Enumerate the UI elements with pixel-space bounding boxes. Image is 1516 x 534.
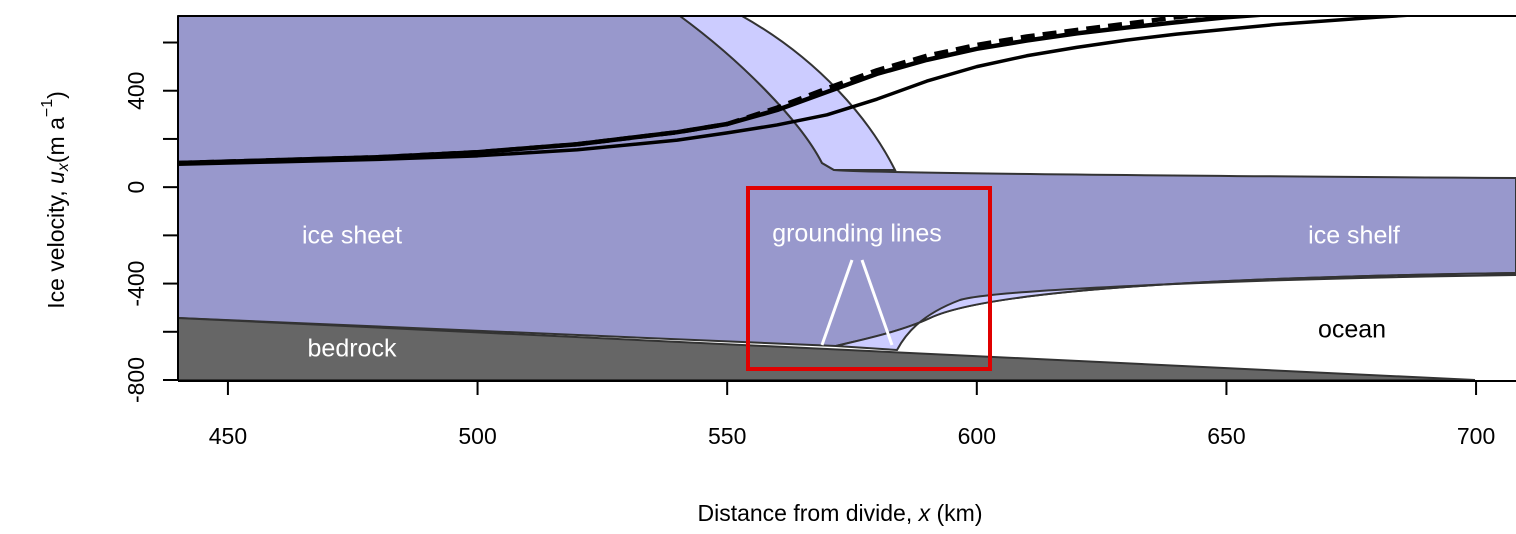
annotation: ocean — [1318, 316, 1386, 344]
y-label-part: x — [55, 162, 72, 172]
y-label-part: u — [43, 171, 69, 184]
x-tick-label: 700 — [1457, 423, 1495, 449]
x-tick-label: 550 — [708, 423, 746, 449]
x-tick-label: 450 — [209, 423, 247, 449]
x-tick-label: 500 — [458, 423, 496, 449]
pointer — [820, 259, 854, 346]
annotation: ice shelf — [1308, 222, 1400, 250]
annotation: bedrock — [308, 335, 397, 363]
y-label-part: ) — [43, 91, 69, 99]
x-tick-label: 600 — [958, 423, 996, 449]
y-tick-label: 400 — [123, 72, 149, 110]
x-axis-label: Distance from divide, x (km) — [697, 500, 982, 526]
y-tick-label: -400 — [123, 261, 149, 307]
annotation: grounding lines — [772, 220, 942, 248]
highlight-box — [746, 186, 992, 371]
velocity-line — [178, 16, 1275, 166]
x-label-part: Distance from divide, — [697, 500, 918, 526]
y-axis-label: Ice velocity, ux(m a−1) — [39, 91, 72, 309]
pointer — [860, 259, 894, 346]
velocity-lines — [178, 16, 1424, 167]
x-tick-label: 650 — [1207, 423, 1245, 449]
annotation: ice sheet — [302, 222, 402, 250]
x-label-part: x — [918, 500, 932, 526]
y-label-part: (m a — [43, 117, 69, 163]
y-tick-label: -800 — [123, 357, 149, 403]
y-label-part: Ice velocity, — [43, 184, 69, 309]
y-tick-label: 0 — [123, 181, 149, 194]
ice-retreat-lower — [835, 271, 1516, 352]
x-label-part: (km) — [930, 500, 982, 526]
geometry — [177, 15, 1516, 381]
velocity-line — [178, 16, 1213, 166]
velocity-line — [178, 16, 1424, 167]
y-label-part: −1 — [39, 99, 56, 117]
ice-retreat-upper — [676, 15, 897, 171]
ice-body — [177, 15, 1516, 348]
